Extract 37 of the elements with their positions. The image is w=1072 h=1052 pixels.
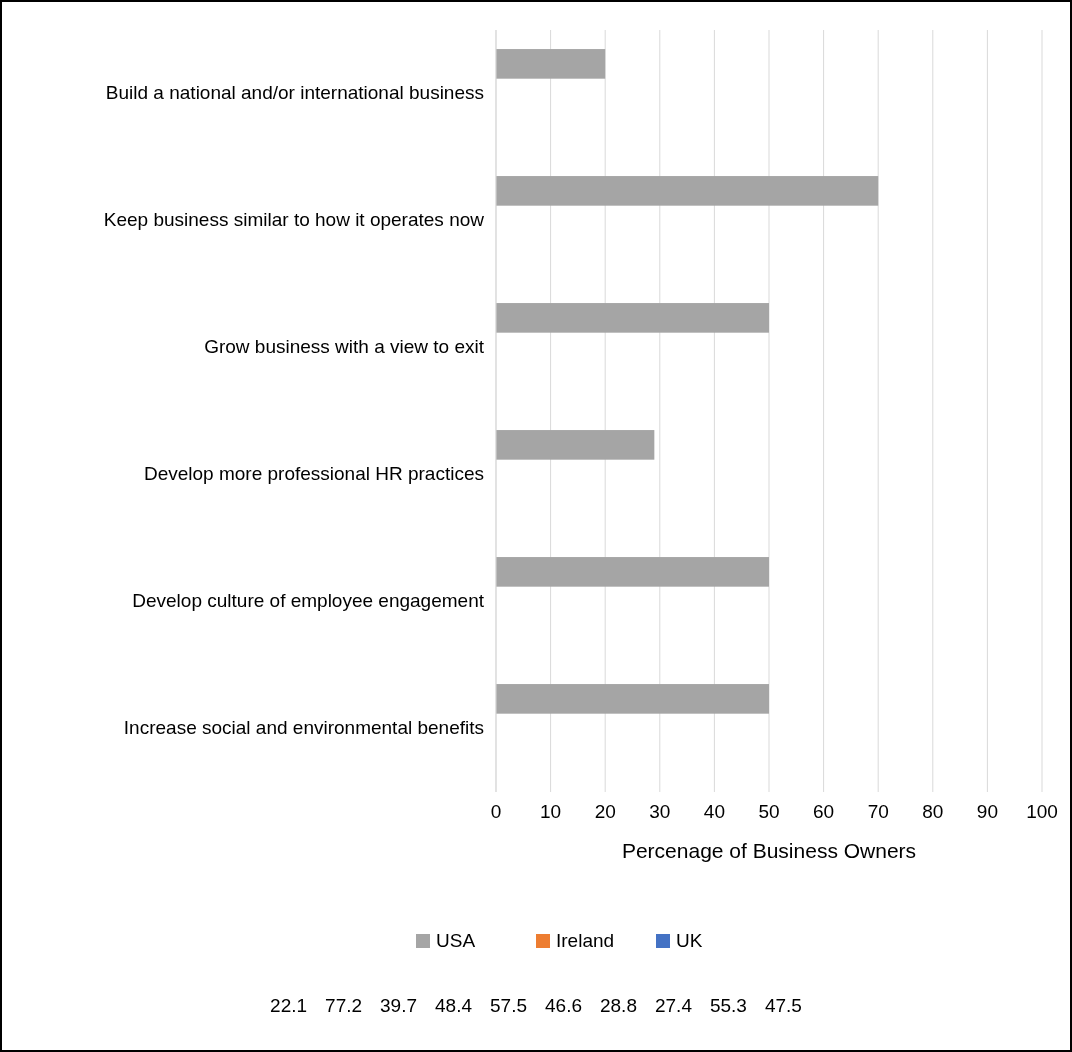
bar <box>496 430 655 460</box>
text: 46.6 <box>545 995 582 1016</box>
x-tick-label: 60 <box>813 801 835 822</box>
bar <box>496 303 769 333</box>
legend-label: Ireland <box>556 930 615 952</box>
bar <box>496 176 879 206</box>
bar <box>496 684 769 714</box>
x-tick-label: 70 <box>867 801 889 822</box>
text: 47.5 <box>764 995 802 1016</box>
text: 39.7 <box>380 995 418 1016</box>
x-tick-label: 100 <box>1026 801 1058 822</box>
y-tick-label: Develop culture of employee engagement <box>132 589 485 611</box>
bar <box>496 557 769 587</box>
text: 57.5 <box>490 995 527 1016</box>
legend-label: UK <box>676 930 703 952</box>
x-tick-label: 0 <box>490 801 502 822</box>
x-tick-label: 50 <box>758 801 780 822</box>
text: 48.4 <box>435 995 473 1016</box>
x-tick-label: 10 <box>540 801 562 822</box>
text: 27.4 <box>654 995 693 1016</box>
x-tick-label: 20 <box>594 801 616 822</box>
y-tick-label: Build a national and/or international business <box>105 81 484 103</box>
x-axis-title: Percenage of Business Owners <box>621 839 917 862</box>
text: 55.3 <box>709 995 747 1016</box>
x-tick-label: 40 <box>703 801 725 822</box>
legend-label: USA <box>436 930 476 952</box>
text: 22.1 <box>270 995 308 1016</box>
y-tick-label: Develop more professional HR practices <box>143 462 484 484</box>
y-tick-label: Increase social and environmental benefits <box>123 716 484 738</box>
x-tick-label: 30 <box>649 801 671 822</box>
x-tick-label: 80 <box>922 801 944 822</box>
y-tick-label: Grow business with a view to exit <box>204 335 485 357</box>
text: 28.8 <box>599 995 637 1016</box>
y-tick-label: Keep business similar to how it operates now <box>103 208 485 230</box>
x-tick-label: 90 <box>976 801 998 822</box>
bar <box>496 49 606 79</box>
text: 77.2 <box>325 995 363 1016</box>
